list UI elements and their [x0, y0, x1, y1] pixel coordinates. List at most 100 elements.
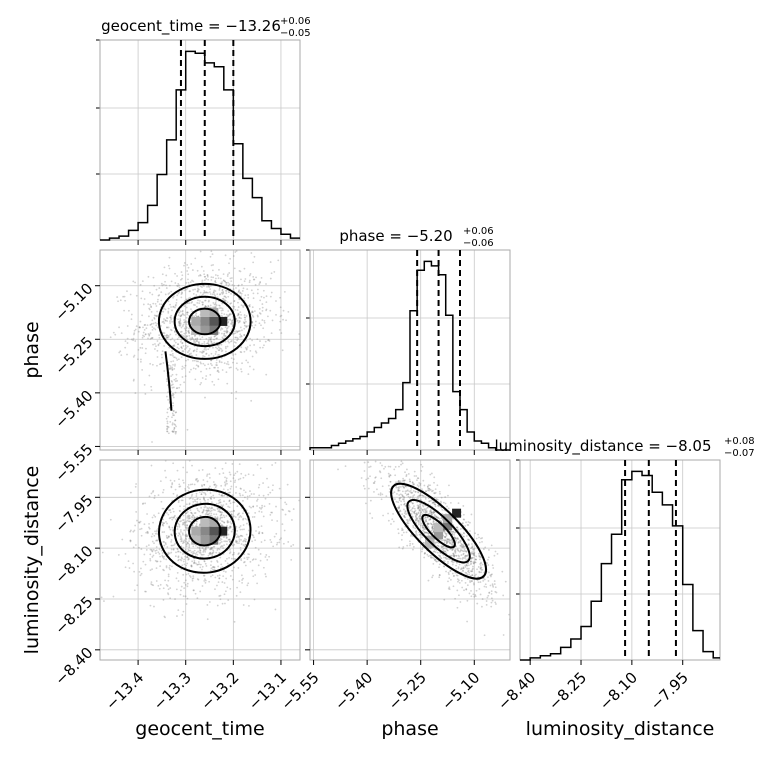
sample-point — [417, 504, 420, 507]
sample-point — [170, 280, 173, 283]
sample-point — [203, 273, 206, 276]
sample-point — [272, 484, 274, 487]
sample-point — [228, 341, 230, 344]
sample-point — [422, 508, 425, 511]
sample-point — [430, 523, 433, 526]
sample-point — [129, 491, 132, 494]
sample-point — [166, 317, 169, 320]
sample-point — [144, 333, 147, 336]
sample-point — [147, 275, 150, 278]
sample-point — [179, 558, 182, 561]
sample-point — [187, 514, 190, 517]
sample-point — [204, 492, 207, 495]
sample-point — [211, 501, 213, 504]
sample-point — [433, 513, 436, 516]
sample-point — [193, 349, 196, 352]
sample-point — [415, 516, 417, 519]
sample-point — [224, 254, 227, 257]
sample-point — [171, 430, 174, 433]
sample-point — [443, 565, 446, 568]
sample-point — [426, 522, 429, 525]
sample-point — [179, 535, 182, 538]
sample-point — [228, 314, 231, 316]
sample-point — [209, 288, 212, 291]
sample-point — [182, 595, 185, 598]
sample-point — [490, 590, 493, 593]
sample-point — [175, 373, 178, 376]
panel-frame — [519, 459, 721, 661]
sample-point — [405, 473, 408, 476]
sample-point — [170, 534, 173, 536]
sample-point — [230, 323, 233, 325]
sample-point — [192, 367, 195, 370]
sample-point — [142, 326, 144, 329]
sample-point — [202, 551, 205, 553]
sample-point — [466, 555, 468, 557]
sample-point — [392, 520, 395, 523]
sample-point — [412, 490, 415, 492]
sample-point — [243, 280, 246, 283]
sample-point — [226, 519, 229, 522]
sample-point — [223, 333, 225, 336]
sample-point — [236, 542, 239, 544]
sample-point — [188, 290, 191, 293]
sample-point — [426, 506, 429, 509]
sample-point — [456, 537, 459, 539]
sample-point — [212, 302, 215, 304]
title-luminosity-distance-main: luminosity_distance = −8.05 — [494, 437, 711, 456]
sample-point — [224, 299, 227, 302]
sample-point — [410, 501, 412, 504]
sample-point — [422, 526, 424, 529]
sample-point — [185, 346, 188, 349]
sample-point — [155, 315, 158, 318]
sample-point — [133, 354, 136, 357]
sample-point — [251, 306, 254, 309]
sample-point — [152, 322, 155, 325]
sample-point — [176, 275, 178, 277]
sample-point — [241, 494, 244, 497]
sample-point — [163, 322, 166, 325]
sample-point — [185, 335, 188, 338]
sample-point — [162, 283, 165, 286]
sample-point — [181, 292, 183, 295]
sample-point — [188, 540, 190, 542]
sample-point — [212, 306, 214, 309]
sample-point — [203, 364, 206, 367]
sample-point — [149, 559, 152, 562]
sample-point — [185, 344, 187, 347]
sample-point — [229, 525, 232, 528]
sample-point — [454, 548, 457, 551]
sample-point — [429, 518, 432, 521]
sample-point — [428, 519, 431, 521]
sample-point — [203, 580, 206, 582]
sample-point — [179, 310, 182, 313]
sample-point — [185, 533, 188, 536]
sample-point — [244, 318, 246, 321]
sample-point — [233, 305, 236, 308]
sample-point — [167, 432, 170, 435]
sample-point — [463, 532, 466, 535]
sample-point — [448, 588, 451, 591]
sample-point — [247, 296, 250, 299]
sample-point — [186, 428, 189, 431]
sample-point — [419, 484, 422, 487]
sample-point — [465, 559, 468, 561]
sample-point — [422, 517, 425, 520]
sample-point — [450, 538, 453, 541]
sample-point — [188, 497, 191, 500]
sample-point — [210, 352, 213, 355]
sample-point — [181, 368, 184, 370]
sample-point — [157, 343, 160, 346]
sample-point — [256, 314, 259, 317]
sample-point — [414, 512, 417, 515]
sample-point — [196, 340, 199, 343]
sample-point — [217, 369, 219, 372]
sample-point — [204, 275, 207, 278]
sample-point — [414, 490, 417, 493]
sample-point — [228, 499, 231, 502]
sample-point — [176, 359, 179, 361]
sample-point — [466, 567, 469, 570]
sample-point — [418, 503, 421, 506]
sample-point — [180, 315, 182, 318]
sample-point — [434, 505, 437, 508]
